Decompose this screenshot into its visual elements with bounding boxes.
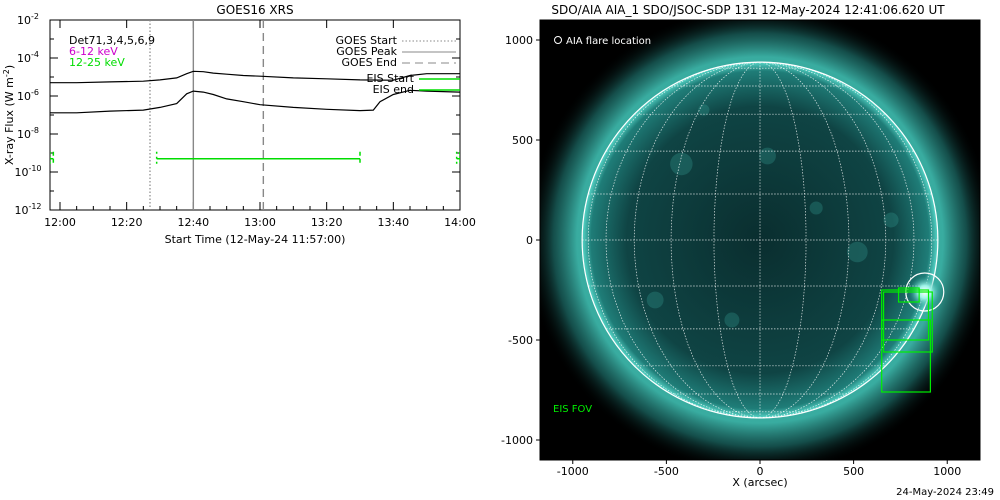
aia-x-tick-label: 0 (757, 465, 764, 478)
goes-y-tick-exp: -8 (31, 126, 39, 135)
goes-y-axis-label-main: X-ray Flux (W m (3, 77, 16, 165)
aia-y-tick-label: 0 (526, 234, 533, 247)
goes-y-axis-label-tail: ) (3, 65, 16, 69)
goes-event-markers (149, 20, 265, 210)
eis-raster-marks (50, 151, 460, 166)
aia-x-ticks: -1000 -500 0 500 1000 (557, 460, 961, 478)
aia-x-tick-label: 500 (843, 465, 864, 478)
goes-x-tick-label: 13:20 (311, 216, 343, 229)
flare-legend-symbol (554, 36, 562, 44)
grid-longitude-line (605, 61, 761, 419)
goes-x-tick-label: 13:40 (377, 216, 409, 229)
aia-x-tick-label: 1000 (933, 465, 961, 478)
heliographic-grid (581, 61, 939, 419)
goes-x-tick-label: 12:00 (44, 216, 76, 229)
goes-y-tick-exp: -10 (28, 164, 41, 173)
goes-y-tick-label: 10-8 (17, 126, 39, 141)
goes-y-tick-base: 10 (17, 52, 31, 65)
aia-y-tick-label: 500 (512, 134, 533, 147)
aia-panel: SDO/AIA AIA_1 SDO/JSOC-SDP 131 12-May-20… (501, 3, 981, 489)
aia-y-ticks: 1000 500 0 -500 -1000 (501, 34, 540, 447)
legend-eis-start-label: EIS Start (366, 72, 414, 85)
active-region-glow (646, 291, 664, 309)
goes-y-tick-exp: -6 (31, 88, 39, 97)
aia-title: SDO/AIA AIA_1 SDO/JSOC-SDP 131 12-May-20… (551, 3, 945, 17)
grid-longitude-line (713, 61, 761, 419)
active-region-glow (759, 147, 776, 165)
goes-y-tick-base: 10 (17, 90, 31, 103)
legend-eis-end-label: EIS end (373, 83, 414, 96)
active-region-glow (724, 312, 740, 328)
goes-y-tick-exp: -12 (28, 202, 41, 211)
eis-fov-box (881, 289, 930, 341)
legend-goes-start-label: GOES Start (336, 34, 398, 47)
goes-short-channel-curve (50, 89, 460, 114)
goes-x-tick-label: 14:00 (444, 216, 476, 229)
goes-x-ticks: 12:00 12:20 12:40 13:00 13:20 13:40 14:00 (44, 20, 476, 229)
active-region-glow (809, 201, 823, 215)
eis-fov-box (881, 319, 931, 393)
goes-x-tick-label: 12:20 (111, 216, 143, 229)
goes-y-tick-label: 10-6 (17, 88, 39, 103)
flare-legend-label: AIA flare location (566, 36, 651, 47)
goes-series (50, 70, 460, 114)
goes-y-tick-base: 10 (14, 204, 28, 217)
solar-limb (581, 61, 939, 419)
aia-y-tick-label: -1000 (501, 434, 533, 447)
goes-y-tick-exp: -4 (31, 50, 39, 59)
goes-title: GOES16 XRS (216, 3, 293, 17)
goes-y-axis-label: X-ray Flux (W m-2) (2, 65, 16, 165)
goes-y-tick-base: 10 (17, 14, 31, 27)
active-region-glow (670, 152, 693, 176)
goes-x-tick-label: 12:40 (177, 216, 209, 229)
energy-band-6-12-label: 6-12 keV (69, 45, 118, 58)
aia-y-tick-label: 1000 (505, 34, 533, 47)
footer-timestamp: 24-May-2024 23:49 (896, 487, 994, 498)
eis-fov-box (882, 291, 933, 353)
active-region-glow (883, 212, 899, 228)
goes-x-axis-label: Start Time (12-May-24 11:57:00) (165, 233, 346, 246)
eis-fov-box (897, 287, 920, 303)
goes-long-channel-curve (50, 70, 460, 84)
aia-x-tick-label: -1000 (557, 465, 589, 478)
active-region-glow (847, 241, 868, 263)
aia-y-tick-label: -500 (508, 334, 533, 347)
active-region-glow (698, 104, 710, 116)
eis-fov-boxes (881, 287, 933, 393)
goes-y-tick-label: 10-4 (17, 50, 39, 65)
goes-y-tick-label: 10-10 (14, 164, 41, 179)
detector-label: Det71,3,4,5,6,9 (69, 34, 155, 47)
energy-band-12-25-label: 12-25 keV (69, 56, 125, 69)
legend-goes-end-label: GOES End (341, 56, 397, 69)
grid-longitude-line (670, 61, 761, 419)
goes-plot-frame (49, 19, 461, 211)
goes-x-tick-label: 13:00 (244, 216, 276, 229)
aia-x-axis-label: X (arcsec) (732, 476, 787, 489)
goes-y-tick-base: 10 (14, 166, 28, 179)
goes-y-tick-label: 10-2 (17, 12, 39, 27)
eis-fov-label: EIS FOV (553, 404, 592, 415)
goes-legend: GOES Start GOES Peak GOES End EIS Start … (336, 34, 460, 96)
legend-goes-peak-label: GOES Peak (336, 45, 397, 58)
goes-y-tick-label: 10-12 (14, 202, 41, 217)
active-regions (646, 104, 899, 328)
goes-y-tick-exp: -2 (31, 12, 39, 21)
goes-y-tick-base: 10 (17, 128, 31, 141)
goes-y-axis-label-sup: -2 (2, 69, 11, 77)
aia-x-tick-label: -500 (654, 465, 679, 478)
